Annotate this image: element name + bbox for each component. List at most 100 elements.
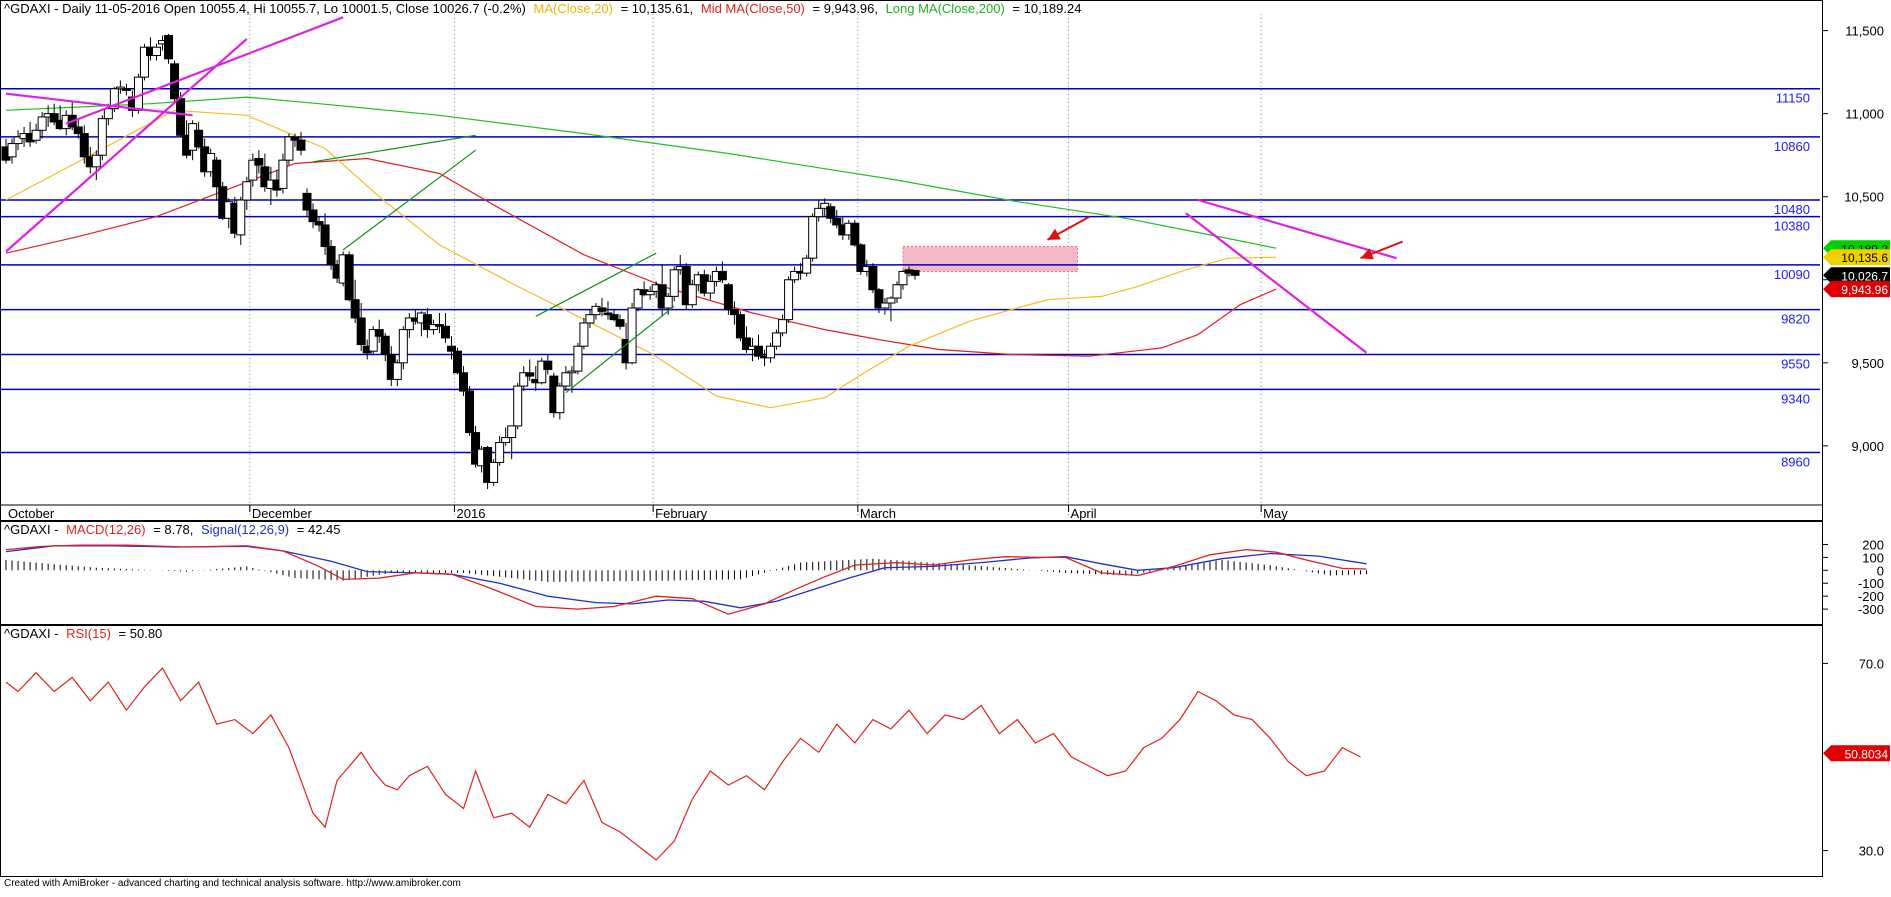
value-badge-bg	[1823, 267, 1890, 284]
candle	[164, 33, 174, 64]
candle	[471, 425, 481, 468]
candle	[356, 303, 366, 352]
candle-body-up	[561, 372, 571, 387]
candle	[778, 314, 788, 337]
price-tick-label: 11,000	[1845, 107, 1884, 122]
candle	[910, 270, 920, 280]
x-tick-label: March	[860, 506, 896, 521]
ma200-label: Long MA(Close,200)	[886, 1, 1005, 16]
x-tick-label: May	[1263, 506, 1288, 521]
candle	[248, 153, 258, 187]
candle	[561, 366, 571, 392]
candle	[236, 196, 246, 245]
candle-body-down	[603, 312, 613, 316]
candle-body-down	[356, 317, 366, 346]
level-label: 9340	[1781, 391, 1810, 406]
candle-body-up	[428, 324, 438, 331]
macd-value: = 8.78,	[153, 522, 193, 537]
candle-body-up	[392, 362, 402, 380]
candle	[290, 133, 300, 147]
candle-body-down	[874, 289, 884, 309]
x-tick-label: 2016	[457, 506, 486, 521]
price-tick-label: 10,500	[1844, 190, 1884, 205]
candle-body-up	[627, 307, 637, 364]
rsi-value: = 50.80	[119, 626, 163, 641]
candle-body-down	[609, 314, 619, 321]
macd-tick-label: 100	[1862, 550, 1884, 565]
annotation-arrow	[1046, 215, 1091, 241]
candle-body-down	[465, 390, 475, 434]
price-panel-frame	[0, 0, 1823, 521]
candle-body-up	[645, 290, 655, 296]
macd-panel-frame	[0, 521, 1823, 625]
candle-body-up	[633, 289, 643, 309]
candle	[874, 288, 884, 313]
candle	[428, 319, 438, 335]
candle	[152, 43, 161, 61]
candle-body-down	[49, 113, 59, 123]
candle	[320, 213, 330, 255]
candle-body-up	[705, 280, 715, 294]
candle-body-down	[597, 307, 607, 312]
candle-body-up	[507, 425, 517, 439]
candle	[31, 123, 41, 144]
price-header-prefix: ^GDAXI - Daily 11-05-2016 Open 10055.4, …	[4, 1, 526, 16]
candle-body-up	[663, 295, 673, 309]
candle-body-up	[284, 136, 294, 161]
candle	[507, 425, 517, 460]
candle	[880, 298, 890, 315]
ma20-label: MA(Close,20)	[533, 1, 612, 16]
value-badge-label: 9,943.96	[1841, 283, 1888, 297]
candle	[242, 176, 252, 210]
ma200-line	[5, 96, 1277, 249]
candle-body-up	[567, 370, 577, 374]
candle-body-up	[278, 159, 288, 189]
candle-body-down	[164, 35, 174, 60]
ma20-value: = 10,135.61,	[621, 1, 694, 16]
candle-body-up	[669, 269, 679, 297]
candle-body-down	[290, 136, 300, 141]
candle-body-down	[717, 270, 727, 281]
macd-tick-label: 0	[1877, 563, 1884, 578]
macd-tick-label: -300	[1858, 602, 1884, 617]
ma200-value: = 10,189.24	[1012, 1, 1081, 16]
candle-body-up	[772, 332, 782, 347]
candle	[109, 87, 119, 112]
candle	[422, 308, 432, 338]
price-tick-label: 11,500	[1845, 24, 1884, 39]
macd-tick-label: -200	[1858, 589, 1884, 604]
candle	[790, 266, 800, 284]
candle-body-up	[97, 118, 107, 156]
value-badge-label: 10,026.7	[1841, 269, 1888, 283]
x-tick-label: October	[8, 506, 55, 521]
candle	[13, 130, 23, 151]
candle-body-down	[525, 372, 535, 377]
value-badge-label: 10,135.6	[1841, 251, 1888, 265]
candle	[573, 342, 583, 375]
candle	[513, 382, 523, 430]
candle	[73, 118, 83, 139]
candle-body-up	[404, 317, 414, 331]
candle-body-down	[296, 139, 306, 151]
candle	[519, 366, 529, 392]
rsi-header-prefix: ^GDAXI -	[4, 626, 59, 641]
price-tick-label: 9,500	[1851, 356, 1884, 371]
candle-body-down	[723, 284, 733, 311]
rsi-line	[5, 667, 1361, 861]
x-tick-label: February	[655, 506, 708, 521]
candle-body-up	[892, 284, 902, 299]
resistance-zone	[902, 246, 1079, 272]
candle	[374, 319, 384, 343]
candle-body-down	[314, 221, 324, 226]
candle	[7, 138, 17, 164]
candle	[585, 309, 595, 328]
candle	[37, 112, 47, 139]
candle	[434, 312, 444, 333]
candle-body-up	[242, 181, 252, 201]
candle-body-down	[856, 244, 866, 272]
price-tick-label: 9,000	[1851, 439, 1884, 454]
macd-tick-label: -100	[1858, 576, 1884, 591]
signal-value: = 42.45	[297, 522, 341, 537]
candle	[579, 317, 589, 350]
